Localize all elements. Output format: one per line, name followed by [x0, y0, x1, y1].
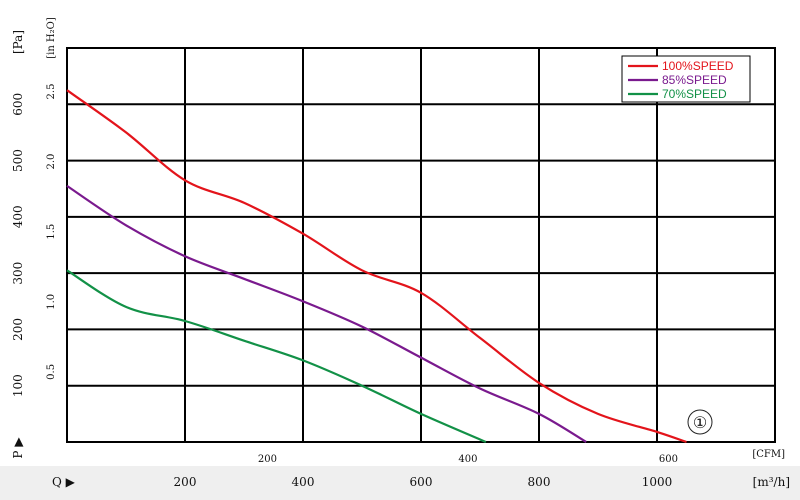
y-tick-label-inh2o: 1.5 — [46, 224, 57, 240]
y-tick-label-pa: 100 — [11, 374, 25, 397]
x-tick-label-cfm: 200 — [258, 454, 277, 465]
x-tick-label-m3h: 400 — [292, 475, 315, 489]
y-tick-label-inh2o: 1.0 — [46, 294, 57, 310]
y-tick-label-pa: 500 — [11, 149, 25, 172]
x-tick-label-m3h: 200 — [174, 475, 197, 489]
legend-label-3: 70%SPEED — [662, 87, 727, 101]
y-tick-label-inh2o: 0.5 — [46, 364, 57, 380]
axis-labels: Q ▶ 200 400 600 800 1000 [m³/h] 200 400 600 [CFM] 1… — [0, 17, 800, 500]
x-tick-label-cfm: 400 — [458, 454, 477, 465]
y-tick-label-pa: 300 — [11, 262, 25, 285]
series-line-1 — [66, 89, 687, 444]
y-tick-label-pa: 200 — [11, 318, 25, 341]
bottom-axis-band — [0, 466, 800, 500]
q-marker: Q ▶ — [52, 475, 76, 489]
legend-label-1: 100%SPEED — [662, 59, 734, 73]
y-tick-label-pa: 400 — [11, 205, 25, 228]
grid — [66, 47, 776, 443]
series-line-2 — [66, 184, 587, 443]
x-axis-label-m3h: [m³/h] — [753, 475, 790, 489]
badge-label: ① — [693, 413, 707, 432]
x-tick-label-cfm: 600 — [659, 454, 678, 465]
x-tick-label-m3h: 1000 — [642, 475, 673, 489]
p-marker: P ▶ — [11, 437, 25, 459]
y-tick-label-pa: 600 — [11, 93, 25, 116]
series-line-3 — [66, 269, 487, 444]
x-axis-label-cfm: [CFM] — [752, 449, 785, 460]
y-axis-label-pa: [Pa] — [11, 30, 25, 54]
curves — [66, 89, 687, 444]
y-tick-label-inh2o: 2.5 — [46, 84, 57, 100]
y-axis-label-inh2o: [in H₂O] — [46, 17, 57, 59]
x-tick-label-m3h: 600 — [410, 475, 433, 489]
badge-circle — [687, 409, 713, 435]
y-tick-label-inh2o: 2.0 — [46, 154, 57, 170]
x-tick-label-m3h: 800 — [528, 475, 551, 489]
legend-label-2: 85%SPEED — [662, 73, 727, 87]
